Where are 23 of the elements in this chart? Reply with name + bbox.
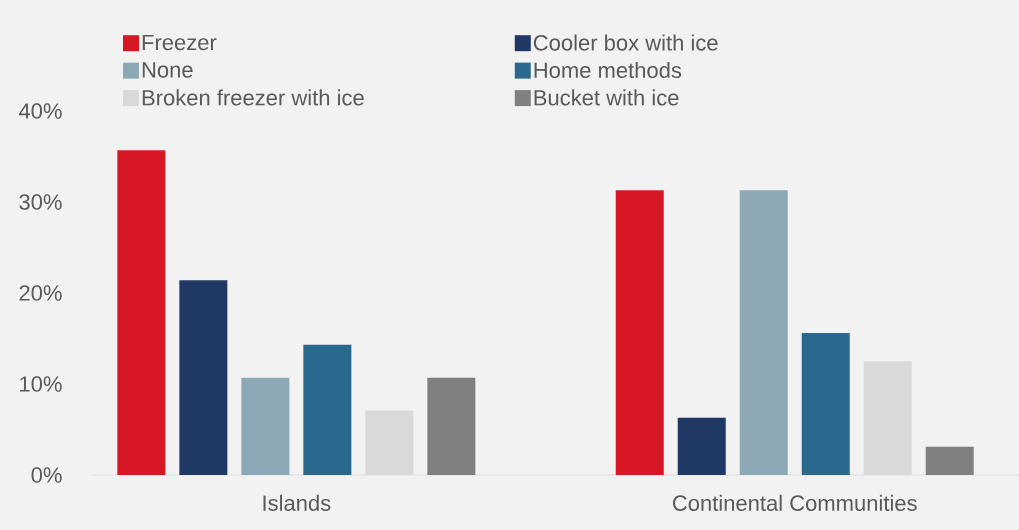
y-tick-label: 10% <box>20 376 62 392</box>
legend-label: None <box>142 62 193 78</box>
legend-label: Freezer <box>142 34 217 51</box>
y-tick-label: 40% <box>18 103 62 119</box>
y-tick-label: 0% <box>31 467 62 483</box>
legend-label: Home methods <box>534 61 682 79</box>
y-tick-label: 30% <box>19 194 62 210</box>
bar <box>303 344 352 475</box>
bar <box>241 377 290 475</box>
legend-label: Cooler box with ice <box>533 34 718 51</box>
y-tick-label: 20% <box>19 285 62 301</box>
bar <box>739 190 788 475</box>
x-tick-label: Continental Communities <box>672 494 917 511</box>
x-tick-label: Islands <box>263 494 331 511</box>
bar <box>179 280 228 475</box>
bar <box>615 190 664 475</box>
bar <box>117 150 166 475</box>
bar <box>925 446 974 475</box>
bar <box>801 333 850 475</box>
bar <box>427 377 476 475</box>
legend-label: Bucket with ice <box>534 89 679 106</box>
legend-label: Broken freezer with ice <box>142 89 364 106</box>
bar <box>677 417 726 475</box>
